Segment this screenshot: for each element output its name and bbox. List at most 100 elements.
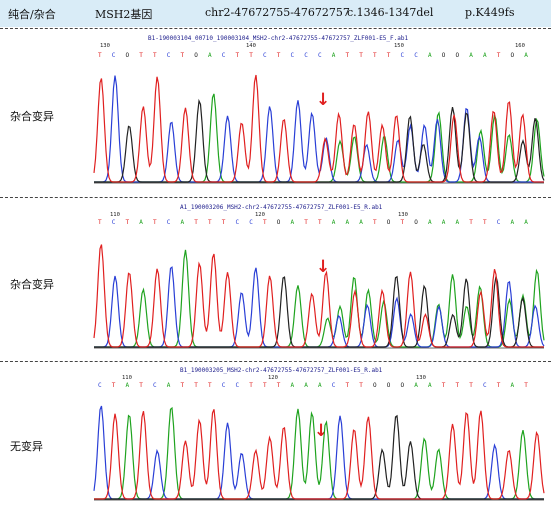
base-call: A <box>290 382 295 389</box>
base-call: T <box>345 382 350 389</box>
base-call: O <box>276 219 281 226</box>
base-call: A <box>331 52 336 59</box>
base-call: T <box>345 52 350 59</box>
base-call: O <box>386 382 391 389</box>
base-call: C <box>235 382 240 389</box>
base-call: C <box>318 52 322 59</box>
base-call: T <box>98 219 102 226</box>
base-call: A <box>414 382 418 389</box>
base-call: T <box>304 219 308 226</box>
base-call: T <box>373 219 377 226</box>
header-protein: p.K449fs <box>465 6 515 19</box>
base-call: T <box>153 52 157 59</box>
panel-1-tick-4: 160 <box>515 43 525 49</box>
panel-3-tick-3: 130 <box>416 375 426 381</box>
panel-3-tick-2: 120 <box>268 375 278 381</box>
base-call: T <box>373 52 377 59</box>
base-call: A <box>125 382 130 389</box>
trace-channel-T <box>94 409 545 500</box>
base-call: T <box>249 382 253 389</box>
base-call: T <box>455 382 460 389</box>
base-call: A <box>510 382 515 389</box>
panel-3-filename: B1_190003205_MSH2-chr2-47672755-47672757… <box>180 367 383 374</box>
base-call: A <box>290 219 295 226</box>
panel-1-filename: B1-190003104_00710_190003104_MSH2-chr2-4… <box>148 35 409 42</box>
base-call: A <box>428 382 432 389</box>
base-call: A <box>180 219 185 226</box>
header-gene: MSH2基因 <box>95 8 153 21</box>
base-call: T <box>139 382 143 389</box>
base-call: C <box>111 52 116 59</box>
panel-1-trace <box>93 74 545 184</box>
base-call: C <box>304 52 308 59</box>
base-call: T <box>496 382 501 389</box>
base-call: A <box>139 219 143 226</box>
base-call: A <box>428 219 432 226</box>
base-call: T <box>359 52 363 59</box>
separator-2 <box>0 197 551 198</box>
panel-1-tick-2: 140 <box>246 43 256 49</box>
trace-channel-T <box>93 74 544 183</box>
base-call: T <box>483 219 487 226</box>
base-call: C <box>111 219 116 226</box>
base-call: T <box>153 219 157 226</box>
base-call: T <box>249 52 253 59</box>
base-call: T <box>194 219 198 226</box>
panel-3-trace <box>93 405 545 501</box>
base-call: C <box>496 219 501 226</box>
base-call: A <box>166 382 171 389</box>
base-call: O <box>373 382 377 389</box>
header-zygosity: 纯合/杂合 <box>8 8 56 21</box>
base-call: C <box>400 52 405 59</box>
base-call: A <box>524 52 528 59</box>
base-call: T <box>208 382 212 389</box>
base-call: O <box>510 52 515 59</box>
base-call: T <box>180 382 185 389</box>
trace-channel-A <box>94 249 545 348</box>
panel-2-tick-1: 110 <box>110 212 120 218</box>
base-call: T <box>524 382 528 389</box>
base-call: T <box>208 219 212 226</box>
base-call: A <box>524 219 528 226</box>
panel-3-tick-1: 110 <box>122 375 132 381</box>
base-call: C <box>290 52 295 59</box>
base-call: T <box>469 219 473 226</box>
base-call: T <box>441 382 446 389</box>
base-call: A <box>359 219 363 226</box>
base-call: C <box>331 382 336 389</box>
base-call: A <box>510 219 515 226</box>
base-call: C <box>414 52 418 59</box>
base-call: O <box>194 52 198 59</box>
base-call: T <box>139 52 143 59</box>
trace-channel-T <box>93 244 544 348</box>
separator-1 <box>0 28 551 29</box>
base-call: O <box>441 52 446 59</box>
base-call: C <box>263 52 267 59</box>
base-call: A <box>331 219 336 226</box>
base-call: C <box>166 52 171 59</box>
base-call: A <box>318 382 322 389</box>
base-call: C <box>98 382 102 389</box>
base-call: T <box>276 52 281 59</box>
panel-2-filename: A1_190003206_MSH2-chr2-47672755-47672757… <box>180 204 383 211</box>
base-call: T <box>263 219 267 226</box>
base-call: O <box>414 219 418 226</box>
base-call: T <box>359 382 363 389</box>
base-call: A <box>483 52 487 59</box>
base-call: C <box>235 219 240 226</box>
base-call: C <box>153 382 157 389</box>
panel-2-tick-3: 130 <box>398 212 408 218</box>
base-call: T <box>496 52 501 59</box>
base-call: O <box>400 382 405 389</box>
base-call: C <box>166 219 171 226</box>
base-call: A <box>441 219 446 226</box>
base-call: T <box>98 52 102 59</box>
separator-3 <box>0 361 551 362</box>
header-cdna: c.1346-1347del <box>347 6 434 19</box>
panel-1-label: 杂合变异 <box>10 110 54 123</box>
base-call: O <box>455 52 460 59</box>
panel-2-trace <box>93 244 545 349</box>
